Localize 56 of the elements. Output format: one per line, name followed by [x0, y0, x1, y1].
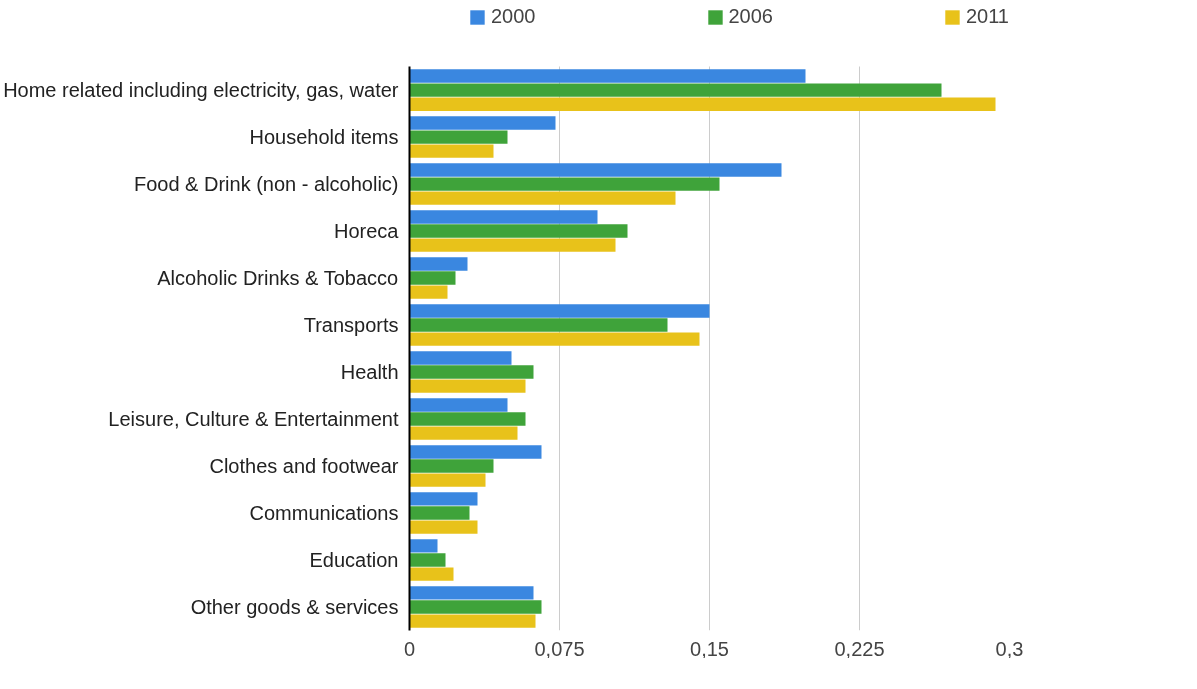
- y-tick-label: Other goods & services: [190, 596, 399, 618]
- bar: [409, 224, 628, 238]
- legend-label: 2011: [965, 5, 1009, 28]
- x-tick-label: 0,15: [690, 637, 729, 660]
- bar: [409, 177, 720, 191]
- bar: [409, 116, 556, 130]
- bar: [409, 238, 616, 252]
- bar: [409, 520, 478, 534]
- legend-label: 2006: [728, 5, 773, 28]
- bar: [409, 365, 534, 379]
- bar: [409, 586, 534, 600]
- x-tick-label: 0,225: [834, 637, 885, 660]
- bar: [409, 412, 526, 426]
- bar: [409, 459, 494, 473]
- bar: [409, 97, 996, 111]
- legend-label: 2000: [490, 5, 536, 28]
- bar: [409, 567, 454, 581]
- bar: [409, 492, 478, 506]
- y-tick-label: Household items: [249, 126, 399, 149]
- y-tick-label: Alcoholic Drinks & Tobacco: [157, 267, 399, 290]
- y-tick-label: Transports: [303, 314, 399, 337]
- bar: [409, 614, 536, 628]
- bar: [409, 318, 668, 332]
- bar: [409, 83, 942, 97]
- bar: [409, 398, 508, 412]
- bar: [409, 473, 486, 487]
- bar: [409, 445, 542, 459]
- bar: [409, 600, 542, 614]
- bar: [409, 539, 438, 553]
- x-tick-label: 0,3: [995, 637, 1024, 660]
- x-tick-label: 0: [403, 637, 416, 660]
- bar: [409, 144, 494, 158]
- bar: [409, 285, 448, 299]
- y-tick-label: Home related including electricity, gas, water: [3, 79, 399, 102]
- y-tick-label: Clothes and footwear: [209, 455, 399, 478]
- bar: [409, 163, 782, 177]
- x-tick-label: 0,075: [534, 637, 585, 660]
- y-tick-label: Food & Drink (non - alcoholic): [133, 173, 399, 196]
- bar: [409, 379, 526, 393]
- bar: [409, 257, 468, 271]
- bar: [409, 332, 700, 346]
- bar: [409, 210, 598, 224]
- bar: [409, 506, 470, 520]
- bar: [409, 271, 456, 285]
- bar: [409, 426, 518, 440]
- bar: [409, 553, 446, 567]
- y-tick-label: Communications: [249, 502, 399, 525]
- y-tick-label: Horeca: [334, 220, 400, 243]
- y-tick-label: Education: [309, 549, 399, 572]
- bar: [409, 351, 512, 365]
- y-tick-label: Leisure, Culture & Entertainment: [108, 408, 399, 431]
- bar: [409, 130, 508, 144]
- bar: [409, 69, 806, 83]
- y-tick-label: Health: [340, 361, 399, 384]
- bar: [409, 304, 710, 318]
- bar: [409, 191, 676, 205]
